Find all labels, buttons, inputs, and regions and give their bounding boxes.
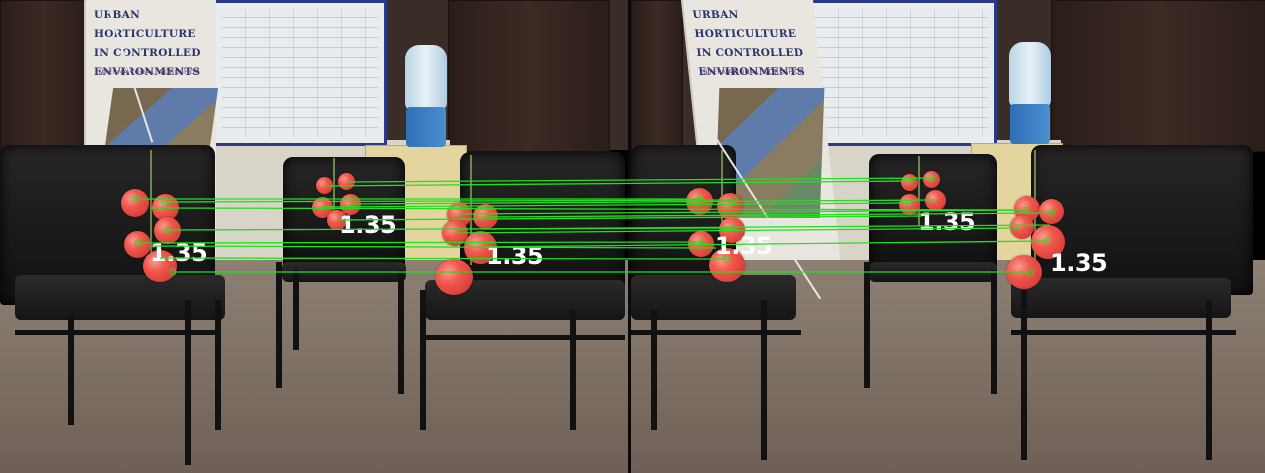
match-line xyxy=(479,240,1048,248)
match-line xyxy=(346,177,933,183)
right-camera-view: URBAN HORTICULTURE IN CONTROLLED ENVIRON… xyxy=(631,0,1265,473)
match-line xyxy=(164,199,735,203)
vine xyxy=(918,156,920,226)
cluster-label: 1.35 xyxy=(150,239,208,267)
match-line xyxy=(336,215,923,221)
match-line xyxy=(480,224,1051,230)
match-line xyxy=(321,202,910,208)
cluster-label: 1.35 xyxy=(715,232,773,260)
door xyxy=(631,0,683,152)
tomato xyxy=(923,171,940,188)
left-camera-view: URBAN HORTICULTURE IN CONTROLLED ENVIRON… xyxy=(0,0,628,473)
match-line xyxy=(137,241,704,244)
tomato xyxy=(143,250,177,282)
tomato xyxy=(124,231,151,258)
banner-line-3: ENVIRONMENTS xyxy=(94,66,201,78)
cluster-label: 1.35 xyxy=(339,211,397,239)
tomato xyxy=(925,190,946,211)
tomato xyxy=(1031,225,1065,259)
match-line xyxy=(484,212,1053,218)
match-line xyxy=(159,257,727,260)
banner-title: URBAN HORTICULTURE IN CONTROLLED ENVIRON… xyxy=(94,6,216,82)
view-divider xyxy=(628,0,631,473)
tomato xyxy=(121,189,149,217)
tomato xyxy=(316,177,333,194)
match-line xyxy=(149,207,1023,211)
match-line xyxy=(149,245,717,249)
match-line xyxy=(324,180,911,187)
match-line xyxy=(458,209,1027,215)
tomato xyxy=(1039,199,1064,224)
door xyxy=(1051,0,1265,152)
whiteboard xyxy=(806,0,997,146)
cluster-label: 1.35 xyxy=(1050,249,1108,277)
tomato xyxy=(435,259,473,295)
whiteboard xyxy=(213,0,387,146)
vine xyxy=(333,158,335,228)
match-line xyxy=(349,199,936,205)
tomato xyxy=(709,248,745,282)
vine xyxy=(150,150,152,275)
door xyxy=(0,0,87,152)
match-line xyxy=(454,227,1021,234)
cluster-label: 1.35 xyxy=(918,208,976,236)
door xyxy=(448,0,610,152)
tomato xyxy=(1010,215,1034,239)
banner-subtitle: INTERNATIONAL WORKSHOP xyxy=(96,68,200,76)
